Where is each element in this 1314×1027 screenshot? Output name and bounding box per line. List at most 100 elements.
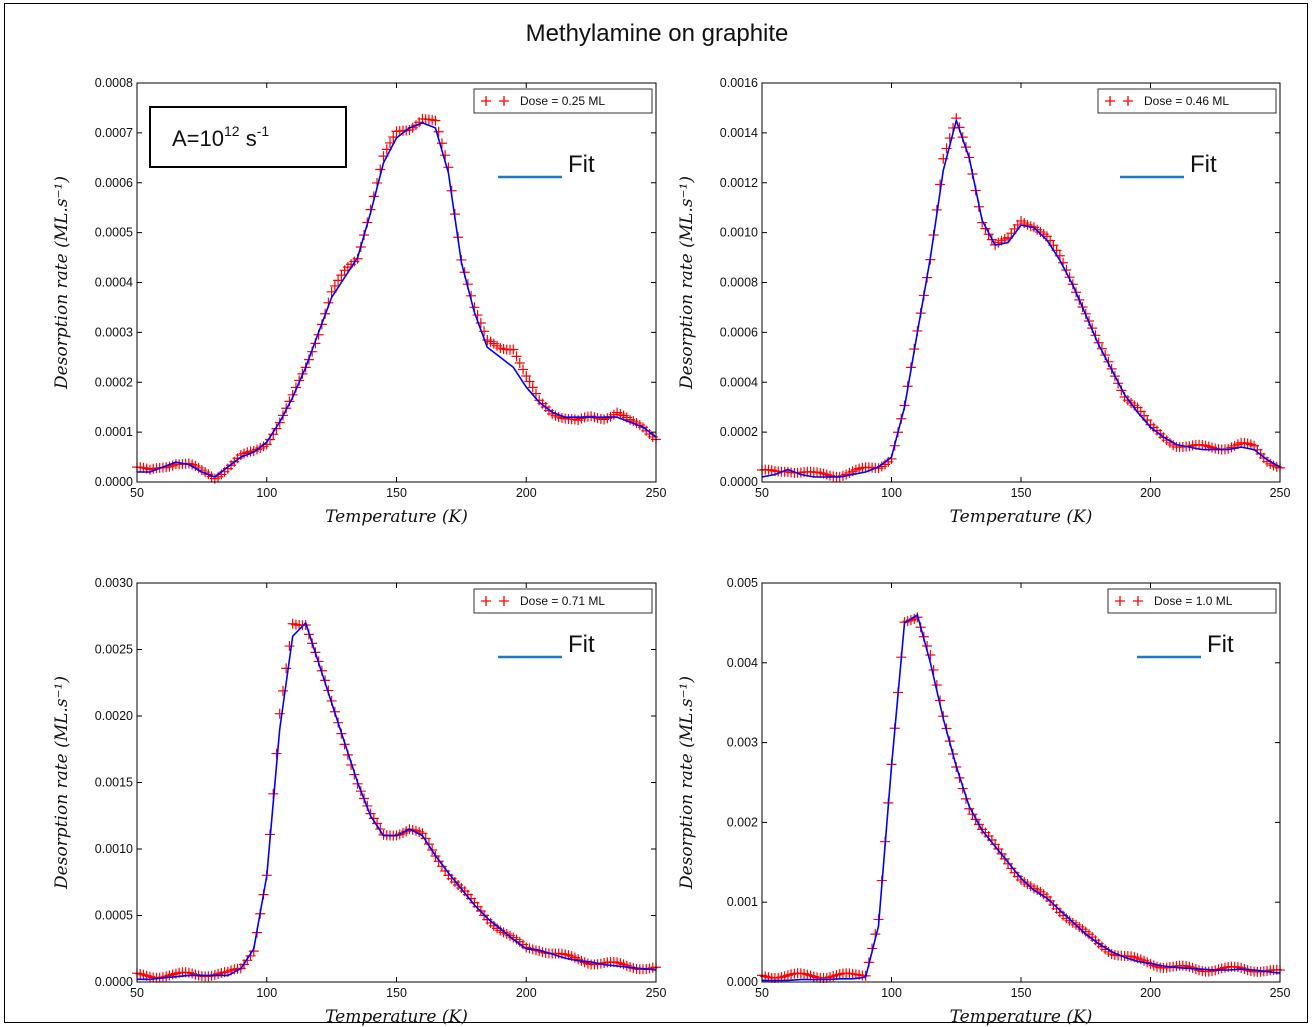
data-point: [944, 133, 955, 144]
chart-panel-4: 50 100 150 200 250 0.000 0.001 0.002 0.003 0.004 0…: [677, 576, 1290, 1027]
x-axis-label: Temperature (K): [950, 507, 1093, 527]
y-tick-label: 0.0005: [95, 909, 133, 923]
x-tick-label: 250: [646, 986, 667, 1000]
data-point: [277, 685, 288, 696]
fit-line-4: [762, 614, 1281, 982]
x-tick-label: 150: [1011, 486, 1032, 500]
y-tick-label: 0.000: [727, 975, 758, 989]
y-axis-label: Desorption rate (ML.s⁻¹): [677, 176, 697, 390]
legend-marker: [1105, 96, 1115, 106]
data-point: [274, 708, 285, 719]
data-series-4: [757, 612, 1285, 984]
legend-label: Dose = 0.71 ML: [520, 594, 605, 608]
fit-legend-label: Fit: [1190, 151, 1217, 178]
rate-annotation: A=1012 s-1: [149, 106, 347, 168]
data-point: [527, 382, 538, 393]
data-point: [925, 649, 936, 660]
data-point: [514, 358, 525, 369]
y-tick-label: 0.0002: [720, 425, 758, 439]
y-tick-label: 0.0001: [95, 425, 133, 439]
figure-frame: [4, 3, 1308, 1023]
data-point: [333, 275, 344, 286]
data-point: [271, 423, 282, 434]
data-point: [433, 126, 444, 137]
x-tick-label: 250: [646, 486, 667, 500]
y-tick-label: 0.0030: [95, 576, 133, 590]
x-tick-label: 100: [881, 986, 902, 1000]
x-tick-label: 100: [256, 986, 277, 1000]
x-tick-label: 200: [516, 486, 537, 500]
y-tick-label: 0.0002: [95, 375, 133, 389]
legend-marker: [481, 596, 491, 606]
chart-panel-3: 50 100 150 200 250 0.0000 0.0005 0.0010 0.0015 0.…: [52, 576, 666, 1027]
x-axis-label: Temperature (K): [325, 1007, 468, 1027]
data-point: [281, 663, 292, 674]
y-tick-label: 0.0010: [95, 842, 133, 856]
x-tick-label: 200: [1140, 986, 1161, 1000]
legend-marker: [1115, 596, 1125, 606]
legend: Dose = 0.46 ML: [1097, 88, 1277, 114]
y-tick-label: 0.004: [727, 656, 758, 670]
x-tick-label: 50: [130, 486, 144, 500]
y-tick-label: 0.005: [727, 576, 758, 590]
data-point: [430, 115, 441, 126]
x-tick-label: 200: [516, 986, 537, 1000]
y-tick-label: 0.0008: [95, 76, 133, 90]
y-tick-label: 0.0015: [95, 776, 133, 790]
data-point: [472, 310, 483, 321]
fit-legend-label: Fit: [568, 631, 595, 658]
x-tick-label: 100: [881, 486, 902, 500]
figure-title: Methylamine on graphite: [525, 20, 789, 47]
y-tick-label: 0.0008: [720, 276, 758, 290]
y-tick-label: 0.0014: [720, 126, 758, 140]
plot-frame: [761, 82, 1281, 483]
rate-annotation-text: A=1012 s-1: [172, 123, 269, 151]
legend-marker: [499, 596, 509, 606]
fit-line-1: [137, 122, 657, 478]
data-point: [518, 364, 529, 375]
y-axis-label: Desorption rate (ML.s⁻¹): [52, 176, 72, 390]
x-tick-label: 150: [386, 986, 407, 1000]
legend: Dose = 1.0 ML: [1107, 588, 1277, 614]
y-tick-label: 0.0004: [95, 276, 133, 290]
x-tick-label: 250: [1270, 986, 1291, 1000]
data-point: [436, 138, 447, 149]
legend-marker: [499, 96, 509, 106]
data-point: [511, 351, 522, 362]
y-tick-label: 0.0006: [95, 176, 133, 190]
x-tick-label: 50: [755, 486, 769, 500]
data-point: [440, 150, 451, 161]
y-tick-label: 0.0020: [95, 709, 133, 723]
x-tick-label: 50: [130, 986, 144, 1000]
y-tick-label: 0.001: [727, 895, 758, 909]
legend-marker: [481, 96, 491, 106]
y-tick-label: 0.0000: [95, 975, 133, 989]
x-tick-label: 50: [755, 986, 769, 1000]
y-tick-label: 0.0000: [720, 475, 758, 489]
chart-panel-2: 50 100 150 200 250 0.0000 0.0002 0.0004 0.0006 0.…: [677, 76, 1290, 527]
legend-label: Dose = 1.0 ML: [1154, 594, 1233, 608]
y-tick-label: 0.0012: [720, 176, 758, 190]
y-axis-label: Desorption rate (ML.s⁻¹): [677, 676, 697, 890]
fit-line-3: [137, 622, 657, 981]
x-tick-label: 200: [1140, 486, 1161, 500]
legend: Dose = 0.71 ML: [473, 588, 653, 614]
legend-marker: [1133, 596, 1143, 606]
legend-label: Dose = 0.25 ML: [520, 94, 605, 108]
chart-panel-1: 50 100 150 200 250 0.0000 0.0001 0.0002 0.0003 0.…: [52, 76, 666, 527]
x-axis-label: Temperature (K): [325, 507, 468, 527]
data-series-3: [132, 618, 661, 983]
fit-legend-label: Fit: [568, 151, 595, 178]
fit-legend-label: Fit: [1207, 631, 1234, 658]
rate-annotation-box: [149, 106, 347, 168]
data-point: [941, 143, 952, 154]
fit-line-2: [761, 119, 1281, 478]
y-tick-label: 0.0006: [720, 325, 758, 339]
y-tick-label: 0.0007: [95, 126, 133, 140]
y-tick-label: 0.0005: [95, 226, 133, 240]
data-point: [375, 824, 386, 835]
legend-marker: [1123, 96, 1133, 106]
data-point: [524, 376, 535, 387]
y-tick-label: 0.003: [727, 736, 758, 750]
